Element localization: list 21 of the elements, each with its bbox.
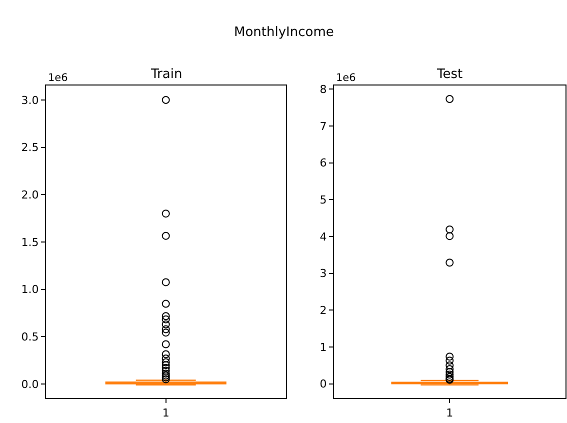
chart-title: Train	[150, 67, 182, 82]
y-tick-label: 1.5	[21, 236, 39, 249]
y-tick-label: 1	[320, 340, 327, 354]
y-tick-label: 8	[320, 82, 327, 96]
y-tick-label: 2.0	[21, 188, 39, 202]
chart-title: Test	[436, 67, 463, 82]
y-tick-label: 1.0	[21, 283, 39, 296]
y-tick-label: 0	[320, 378, 327, 391]
y-tick-label: 2	[320, 304, 327, 317]
text: MonthlyIncome	[234, 25, 334, 40]
y-tick-label: 5	[320, 193, 327, 206]
y-tick-label: 2.5	[21, 141, 39, 154]
y-tick-label: 3.0	[21, 94, 39, 107]
y-tick-label: 0.5	[21, 330, 39, 344]
y-tick-label: 7	[320, 120, 327, 133]
y-tick-label: 4	[320, 230, 327, 244]
y-tick-label: 0.0	[21, 378, 39, 391]
y-tick-label: 6	[320, 156, 327, 170]
text: 1e6	[48, 72, 68, 84]
y-tick-label: 3	[320, 267, 327, 280]
text: 1e6	[336, 72, 356, 84]
